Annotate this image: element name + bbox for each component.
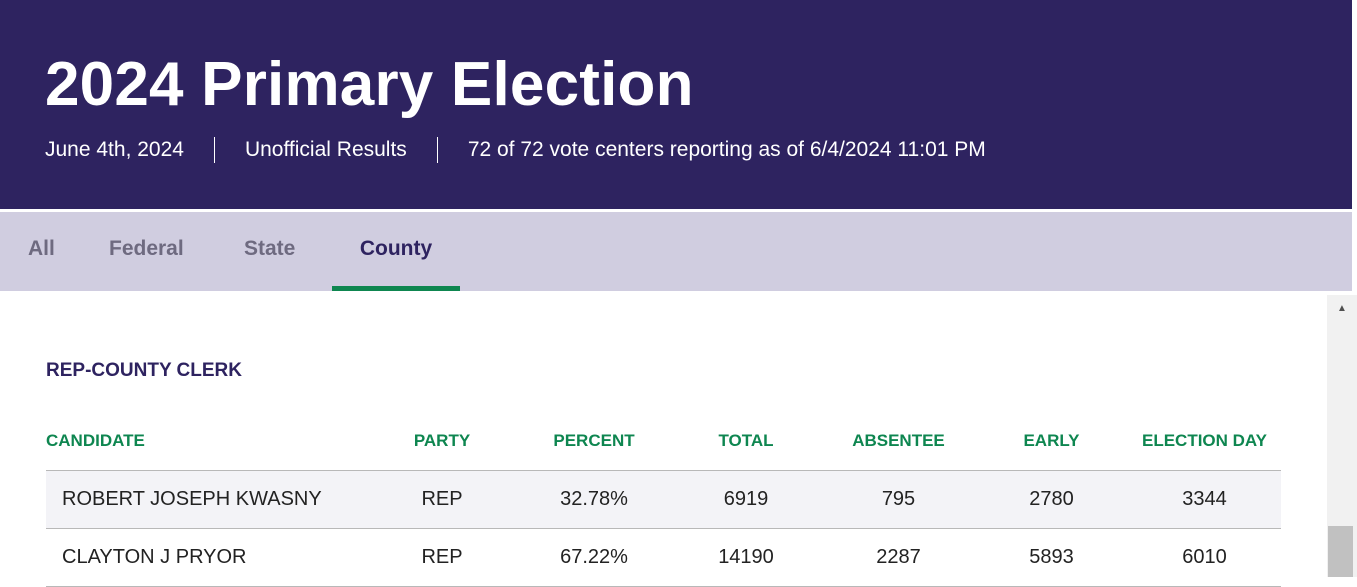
table-row: CLAYTON J PRYOR REP 67.22% 14190 2287 58… [46,528,1281,587]
tab-county[interactable]: County [332,212,460,291]
candidate-early: 2780 [975,470,1128,529]
meta-divider [436,137,438,163]
tab-federal[interactable]: Federal [109,237,184,260]
candidate-percent: 67.22% [518,528,670,587]
table-header-row: CANDIDATE PARTY PERCENT TOTAL ABSENTEE E… [46,420,1281,471]
tab-state[interactable]: State [244,237,296,260]
column-header-percent: PERCENT [518,420,670,471]
column-header-party: PARTY [366,420,518,471]
scroll-thumb[interactable] [1328,526,1353,577]
candidate-total: 14190 [670,528,822,587]
reporting-status: 72 of 72 vote centers reporting as of 6/… [467,138,986,161]
candidate-election-day: 6010 [1128,528,1281,587]
race-title: REP-COUNTY CLERK [46,360,242,381]
page-title: 2024 Primary Election [45,50,694,119]
election-date: June 4th, 2024 [45,138,184,161]
results-status: Unofficial Results [244,138,407,161]
candidate-total: 6919 [670,470,822,529]
candidate-party: REP [366,528,518,587]
candidate-absentee: 795 [822,470,975,529]
candidate-name: ROBERT JOSEPH KWASNY [46,470,366,529]
meta-divider [213,137,215,163]
table-row: ROBERT JOSEPH KWASNY REP 32.78% 6919 795… [46,470,1281,529]
candidate-percent: 32.78% [518,470,670,529]
column-header-absentee: ABSENTEE [822,420,975,471]
results-table: CANDIDATE PARTY PERCENT TOTAL ABSENTEE E… [46,420,1281,587]
election-meta: June 4th, 2024 Unofficial Results 72 of … [45,136,986,164]
header-divider [0,209,1352,212]
column-header-candidate: CANDIDATE [46,420,366,471]
tab-bar: All Federal State County [0,212,1352,291]
scroll-up-arrow-icon[interactable]: ▲ [1337,302,1347,314]
candidate-party: REP [366,470,518,529]
candidate-absentee: 2287 [822,528,975,587]
tab-all[interactable]: All [28,237,55,260]
column-header-election-day: ELECTION DAY [1128,420,1281,471]
candidate-name: CLAYTON J PRYOR [46,528,366,587]
column-header-early: EARLY [975,420,1128,471]
election-header: 2024 Primary Election June 4th, 2024 Uno… [0,0,1352,209]
content-scrollbar[interactable]: ▲ [1327,295,1357,577]
candidate-early: 5893 [975,528,1128,587]
column-header-total: TOTAL [670,420,822,471]
candidate-election-day: 3344 [1128,470,1281,529]
